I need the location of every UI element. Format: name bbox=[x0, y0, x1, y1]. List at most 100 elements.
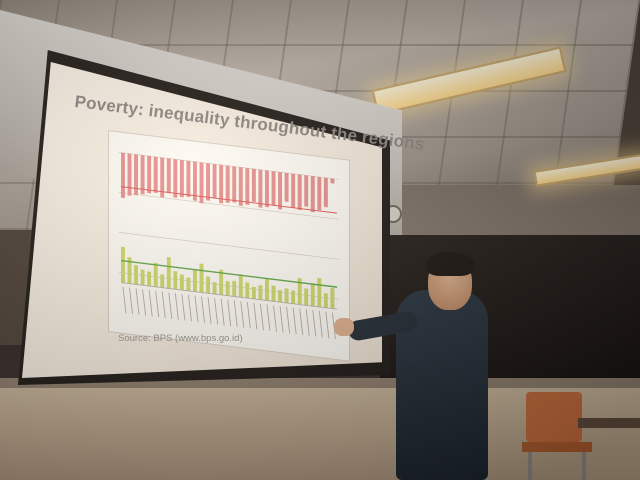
chart-bar-top bbox=[199, 162, 204, 204]
chart-bar-top bbox=[134, 154, 139, 196]
chart-tick-label bbox=[194, 295, 199, 323]
chart-bar-top bbox=[310, 175, 315, 213]
chart-axis bbox=[121, 282, 337, 310]
chart-bar-top bbox=[153, 156, 158, 194]
chair-seat bbox=[522, 442, 592, 452]
chart-tick-label bbox=[142, 289, 147, 316]
chart-bar-top bbox=[127, 153, 132, 196]
chart-bar-top bbox=[251, 168, 256, 203]
chart-tick-label bbox=[318, 310, 323, 338]
chart-bar-bottom bbox=[297, 277, 302, 305]
chart-reference-line bbox=[121, 186, 337, 214]
chair-leg bbox=[528, 452, 532, 480]
chart-tick-label bbox=[220, 298, 225, 326]
presenter-hair bbox=[426, 252, 474, 276]
chart-bar-top bbox=[258, 169, 263, 208]
chalk-rail bbox=[0, 378, 640, 388]
chart-bar-top bbox=[206, 163, 211, 201]
presenter-hand bbox=[334, 318, 354, 336]
chart-bar-bottom bbox=[212, 281, 217, 295]
chart-tick-label bbox=[181, 294, 186, 321]
chart-tick-label bbox=[246, 302, 251, 329]
chart-bar-top bbox=[232, 166, 237, 203]
chart-bar-bottom bbox=[310, 283, 315, 307]
chart-bar-top bbox=[323, 177, 328, 208]
chart-bar-top bbox=[284, 172, 289, 202]
chart-tick-label bbox=[122, 286, 127, 314]
chart-tick-label bbox=[233, 300, 238, 327]
chart-bar-bottom bbox=[251, 286, 256, 300]
chart-tick-label bbox=[312, 310, 317, 337]
chart-bar-bottom bbox=[127, 256, 132, 284]
chart-bar-bottom bbox=[291, 290, 296, 304]
chart-tick-label bbox=[253, 302, 258, 330]
chart-svg bbox=[119, 152, 339, 339]
chart-tick-label bbox=[135, 288, 140, 315]
chart-bar-bottom bbox=[258, 285, 263, 300]
chart-bar-bottom bbox=[193, 269, 197, 292]
chart-tick-label bbox=[325, 311, 330, 339]
chart-tick-label bbox=[214, 298, 219, 325]
chart-tick-label bbox=[201, 296, 205, 323]
chart-tick-label bbox=[168, 292, 173, 319]
chart-bar-bottom bbox=[278, 289, 283, 303]
chart-bar-top bbox=[212, 163, 217, 199]
chart-bar-bottom bbox=[304, 288, 309, 306]
chair-leg bbox=[582, 452, 586, 480]
chart-bar-top bbox=[166, 158, 171, 194]
chart-bar-top bbox=[147, 155, 152, 194]
chart-bar-top bbox=[271, 171, 276, 206]
chart-tick-label bbox=[187, 294, 192, 322]
chart-tick-label bbox=[259, 303, 264, 331]
chart-tick-label bbox=[292, 307, 297, 335]
chair-back bbox=[526, 392, 582, 442]
chart-bar-bottom bbox=[147, 271, 152, 287]
chart-bar-bottom bbox=[179, 274, 184, 291]
desk bbox=[578, 418, 640, 428]
chart-tick-label bbox=[273, 305, 277, 332]
chart-bar-top bbox=[304, 175, 309, 207]
chart-bar-bottom bbox=[245, 282, 250, 299]
chart-tick-label bbox=[266, 304, 271, 331]
chart-bar-bottom bbox=[219, 269, 224, 296]
chart-bar-top bbox=[330, 178, 335, 184]
chart-tick-label bbox=[305, 309, 310, 336]
chart-bar-top bbox=[186, 160, 191, 198]
chart-bar-top bbox=[160, 157, 165, 198]
chart-bar-top bbox=[317, 176, 322, 211]
chart-tick-label bbox=[174, 293, 179, 320]
chart-bar-bottom bbox=[284, 288, 289, 304]
chart-tick-label bbox=[207, 297, 212, 324]
chart-bar-bottom bbox=[199, 263, 204, 293]
chart-bar-top bbox=[140, 155, 145, 195]
chart-bar-top bbox=[265, 170, 269, 208]
chart-bar-top bbox=[225, 165, 230, 204]
chart-bar-top bbox=[173, 159, 178, 198]
chart-tick-label bbox=[331, 312, 336, 339]
chart-bar-bottom bbox=[330, 287, 335, 309]
chart-bar-bottom bbox=[166, 257, 171, 289]
gridline bbox=[119, 192, 339, 220]
chart-bar-bottom bbox=[323, 293, 328, 308]
chart-tick-label bbox=[155, 290, 160, 318]
chart-tick-label bbox=[161, 291, 166, 319]
chart-bar-bottom bbox=[121, 246, 125, 284]
chart-tick-label bbox=[129, 287, 133, 315]
chart-bar-top bbox=[219, 164, 224, 204]
chart-bar-top bbox=[245, 167, 250, 205]
chart-bar-bottom bbox=[271, 285, 276, 302]
chart-bar-bottom bbox=[238, 274, 243, 298]
chart-bar-bottom bbox=[153, 262, 158, 288]
chart-bar-top bbox=[278, 171, 283, 210]
chart-bar-top bbox=[193, 161, 197, 201]
chart-bar-top bbox=[179, 159, 184, 198]
chair bbox=[522, 392, 594, 480]
chart-bar-top bbox=[297, 174, 302, 211]
chart-bar-bottom bbox=[186, 277, 191, 292]
chart-bar-bottom bbox=[265, 278, 269, 301]
slide-chart bbox=[108, 130, 350, 362]
chart-tick-label bbox=[279, 306, 284, 333]
chart-tick-label bbox=[299, 308, 304, 335]
gridline bbox=[119, 232, 339, 260]
